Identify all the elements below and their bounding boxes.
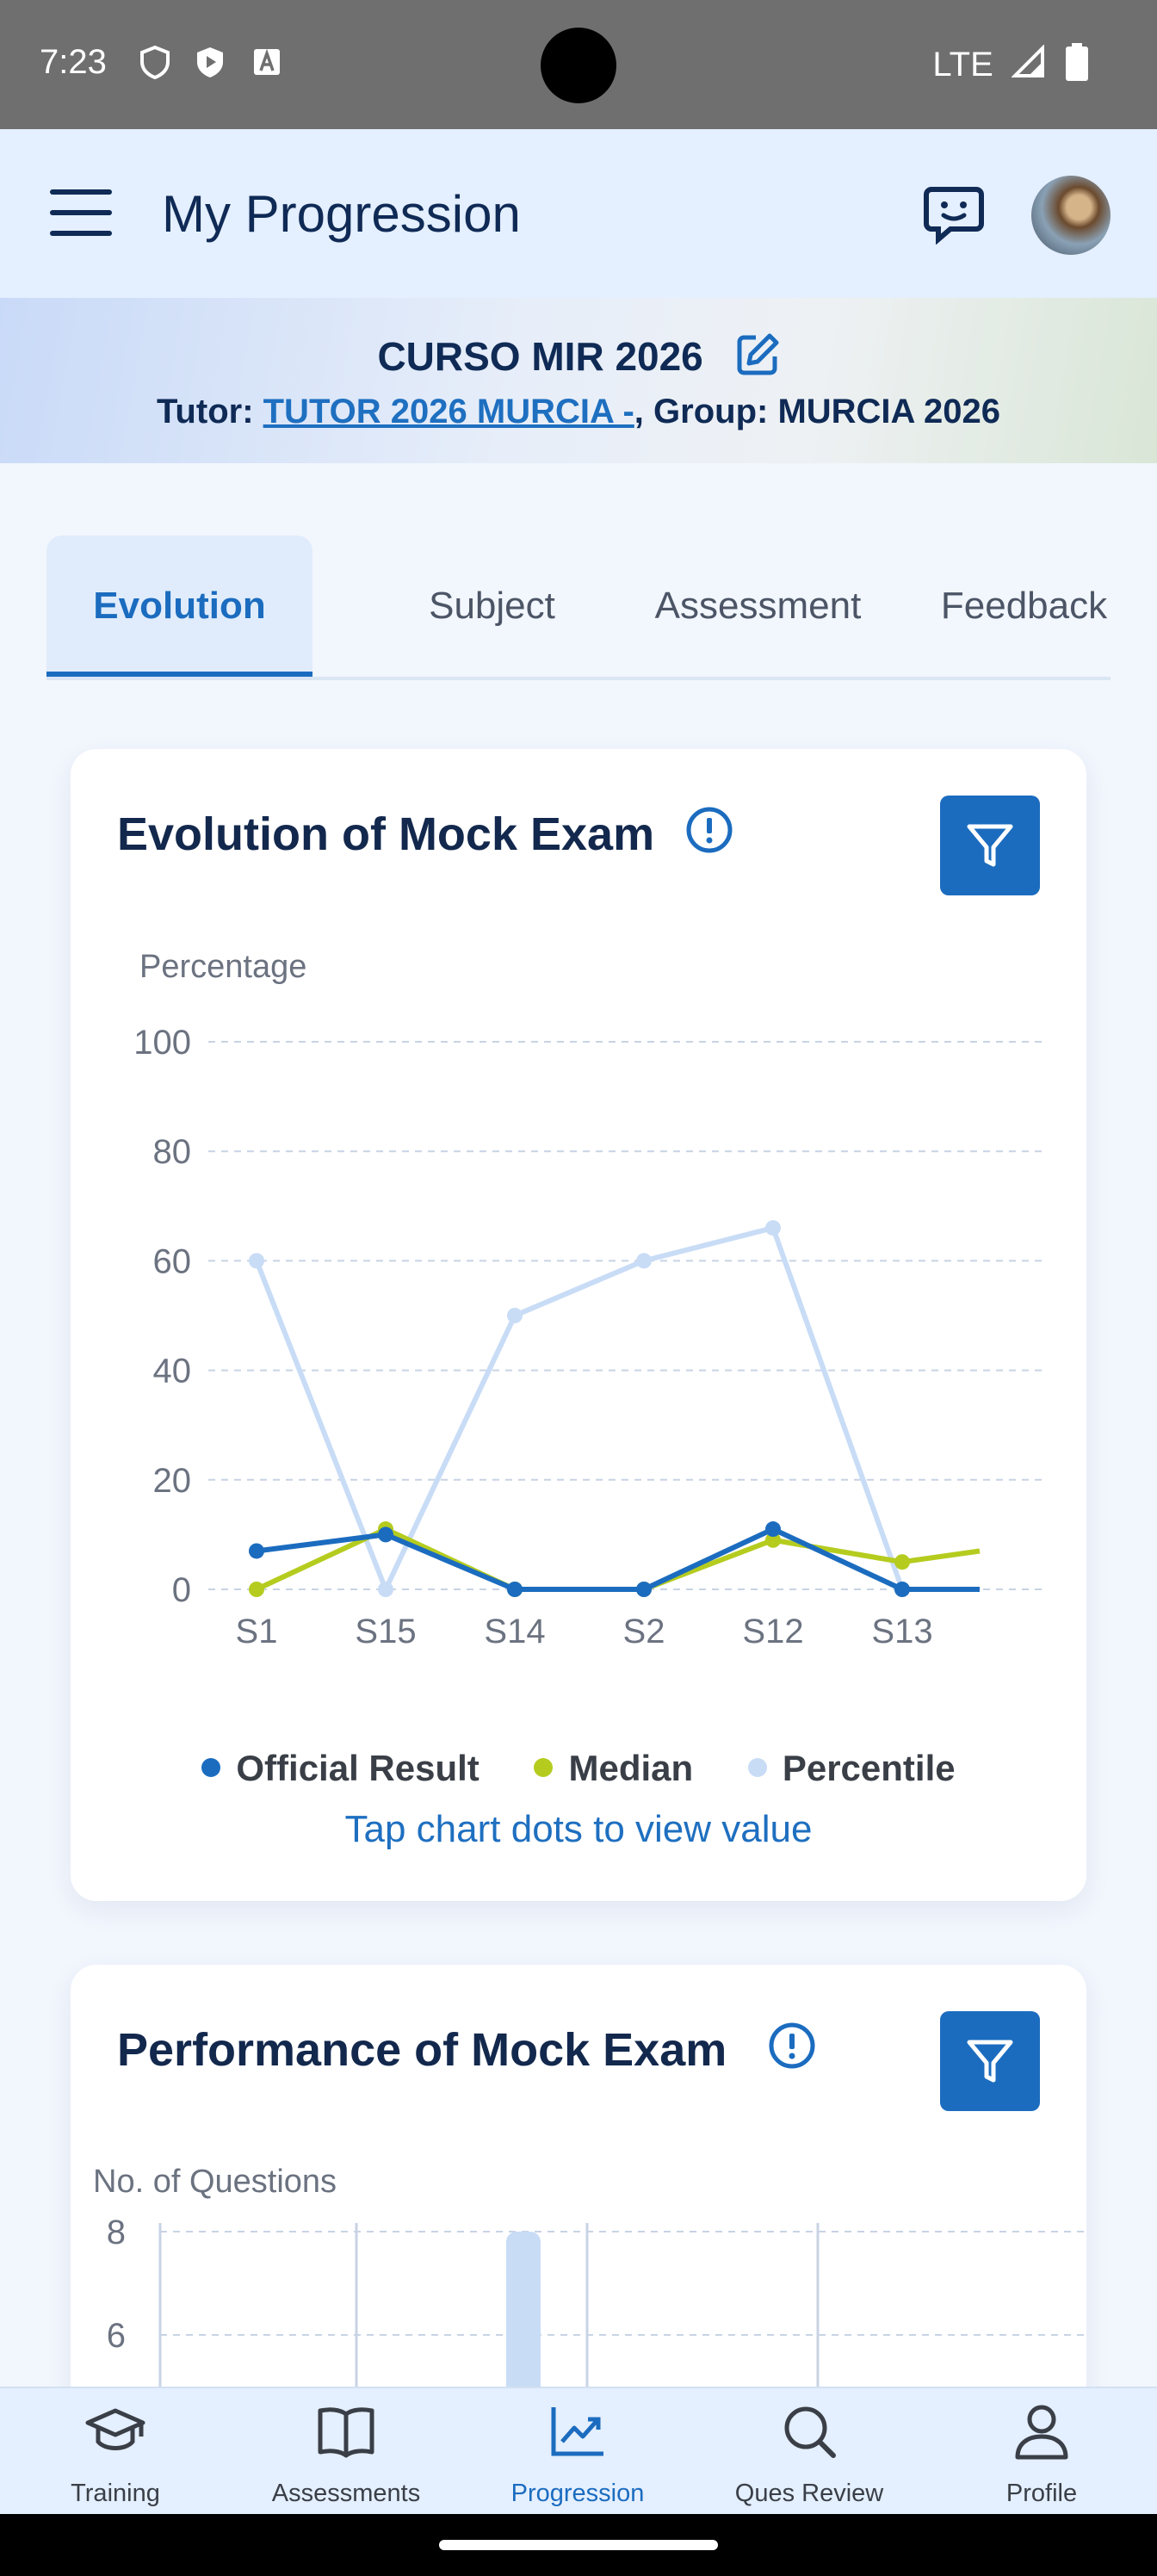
data-point: [507, 1308, 523, 1323]
tutor-link[interactable]: TUTOR 2026 MURCIA -: [263, 393, 634, 430]
data-point: [765, 1521, 781, 1538]
data-point: [378, 1526, 393, 1543]
filter-button[interactable]: [940, 796, 1040, 895]
legend-median: Median: [534, 1748, 693, 1789]
nav-label: Assessments: [271, 2480, 421, 2507]
y-tick-label: 6: [107, 2317, 126, 2355]
data-point: [765, 1532, 781, 1548]
x-tick-label: S13: [871, 1613, 932, 1650]
performance-title: Performance of Mock Exam: [117, 2024, 727, 2076]
legend-percentile-label: Percentile: [782, 1748, 956, 1788]
nav-label: Profile: [1005, 2480, 1078, 2507]
status-time: 7:23: [40, 43, 107, 81]
nav-profile[interactable]: Profile: [926, 2388, 1157, 2516]
legend-percentile: Percentile: [747, 1748, 956, 1789]
search-icon: [784, 2406, 836, 2458]
home-indicator[interactable]: [439, 2540, 718, 2550]
status-indicators: LTE: [932, 43, 1088, 84]
data-point: [507, 1582, 523, 1597]
data-point: [378, 1582, 393, 1597]
y-tick-label: 20: [153, 1462, 192, 1500]
data-point: [636, 1582, 652, 1597]
legend-official-label: Official Result: [236, 1748, 480, 1788]
status-bar: 7:23 LTE: [0, 0, 1157, 129]
course-title: CURSO MIR 2026: [0, 332, 1157, 380]
x-tick-label: S2: [623, 1613, 665, 1650]
nav-ques-review[interactable]: Ques Review: [694, 2388, 925, 2516]
y-axis-label: Percentage: [139, 949, 306, 985]
course-banner: CURSO MIR 2026 Tutor: TUTOR 2026 MURCIA …: [0, 298, 1157, 463]
filter-button[interactable]: [940, 2011, 1040, 2111]
filter-icon: [967, 2040, 1013, 2083]
x-tick-label: S15: [355, 1613, 416, 1650]
y-tick-label: 80: [153, 1133, 192, 1171]
data-point: [249, 1582, 264, 1597]
evolution-card: Evolution of Mock Exam Percentage 100 80 6…: [71, 749, 1086, 1901]
info-icon[interactable]: [685, 806, 733, 854]
chat-icon[interactable]: [923, 183, 985, 245]
avatar[interactable]: [1031, 176, 1111, 255]
y-tick-label: 40: [153, 1353, 192, 1390]
network-label: LTE: [932, 46, 993, 84]
graduation-cap-icon: [85, 2408, 145, 2450]
data-point: [249, 1543, 264, 1559]
bottom-nav: Training Assessments Progression Ques Re…: [0, 2387, 1157, 2516]
app-bar: My Progression: [0, 129, 1157, 298]
chart-legend: Official Result Median Percentile: [71, 1748, 1086, 1789]
camera-cutout: [541, 28, 616, 103]
legend-official: Official Result: [201, 1748, 480, 1789]
tab-assessment[interactable]: Assessment: [654, 585, 862, 627]
page-title: My Progression: [162, 185, 521, 243]
nav-label: Ques Review: [734, 2480, 884, 2507]
play-protect-icon: [197, 47, 223, 77]
legend-median-label: Median: [568, 1748, 694, 1788]
gesture-bar: [0, 2514, 1157, 2576]
signal-icon: [1011, 44, 1044, 77]
battery-icon: [1066, 43, 1088, 81]
tab-evolution[interactable]: Evolution: [46, 536, 312, 677]
book-icon: [318, 2407, 374, 2458]
y-tick-label: 100: [133, 1024, 191, 1062]
edit-icon[interactable]: [735, 332, 780, 377]
nav-label: Progression: [510, 2480, 645, 2507]
data-point: [765, 1220, 781, 1236]
shield-icon: [140, 45, 170, 79]
evolution-title: Evolution of Mock Exam: [117, 808, 655, 860]
nav-assessments[interactable]: Assessments: [231, 2388, 461, 2516]
tab-bar: Evolution Subject Assessment Feedback: [46, 536, 1111, 680]
tab-subject[interactable]: Subject: [429, 585, 555, 627]
tutor-label: Tutor:: [156, 393, 263, 430]
group-text: , Group: MURCIA 2026: [634, 393, 1001, 430]
nav-training[interactable]: Training: [0, 2388, 231, 2516]
data-point: [894, 1554, 910, 1570]
y-tick-label: 0: [172, 1571, 191, 1609]
menu-icon[interactable]: [50, 189, 112, 238]
course-name: CURSO MIR 2026: [377, 334, 703, 379]
evolution-chart: Percentage 100 80 60 40 20 0 S1 S15 S14 S2 S12 S13: [133, 949, 1047, 1650]
x-tick-label: S14: [484, 1613, 545, 1650]
y-tick-label: 60: [153, 1242, 192, 1280]
person-icon: [1015, 2405, 1068, 2460]
nav-progression[interactable]: Progression: [462, 2388, 693, 2516]
tap-hint: Tap chart dots to view value: [344, 1808, 813, 1850]
tutor-group-line: Tutor: TUTOR 2026 MURCIA -, Group: MURCI…: [0, 393, 1157, 431]
x-tick-label: S12: [742, 1613, 803, 1650]
data-point: [249, 1253, 264, 1269]
filter-icon: [967, 824, 1013, 867]
data-point: [894, 1582, 910, 1597]
data-point: [636, 1253, 652, 1269]
nav-label: Training: [71, 2480, 160, 2507]
x-tick-label: S1: [236, 1613, 278, 1650]
chart-icon: [551, 2407, 603, 2456]
y-axis-label: No. of Questions: [93, 2164, 337, 2200]
tab-feedback[interactable]: Feedback: [940, 585, 1108, 627]
font-icon: [254, 48, 280, 75]
y-tick-label: 8: [107, 2214, 126, 2251]
info-icon[interactable]: [768, 2022, 816, 2070]
